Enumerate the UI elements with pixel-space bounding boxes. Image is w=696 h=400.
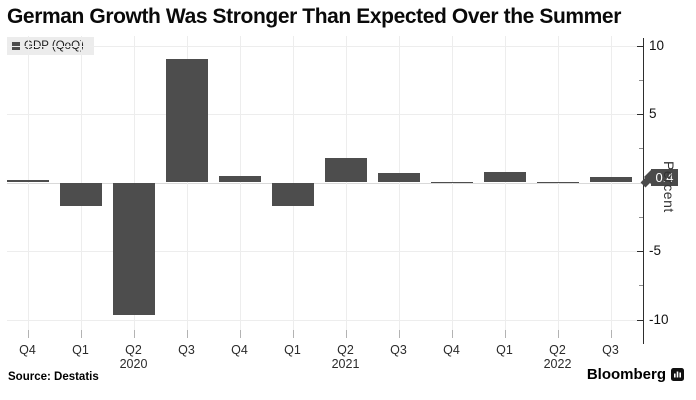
h-gridline-10 xyxy=(7,45,643,47)
x-axis-label: Q3 xyxy=(602,343,619,357)
x-axis-label: Q1 xyxy=(496,343,513,357)
y-axis-minor-tick xyxy=(639,216,643,218)
y-axis-tick-label: 10 xyxy=(649,37,665,53)
v-gridline xyxy=(504,36,506,330)
x-axis-label: Q3 xyxy=(178,343,195,357)
last-value-badge-arrow xyxy=(644,169,652,186)
v-gridline xyxy=(239,36,241,330)
y-axis-tick-label: -5 xyxy=(649,243,662,258)
bloomberg-wordmark: Bloomberg xyxy=(586,366,666,383)
y-axis-tick-label: 5 xyxy=(649,106,657,121)
gdp-bar-Q1-1 xyxy=(59,182,102,206)
last-value-badge: 0.4 xyxy=(651,168,678,186)
x-tick xyxy=(27,330,29,338)
x-axis-year-label: 2021 xyxy=(331,357,360,371)
v-gridline xyxy=(610,36,612,330)
h-gridline-5 xyxy=(7,114,643,115)
x-tick xyxy=(398,330,400,338)
gdp-bar-Q4-8 xyxy=(430,181,473,184)
h-gridline--5 xyxy=(7,251,643,252)
x-tick xyxy=(80,330,82,338)
x-axis-label: Q2 xyxy=(125,343,142,357)
x-axis-year-label: 2020 xyxy=(119,357,148,371)
gdp-bar-Q3-7 xyxy=(377,172,420,183)
v-gridline xyxy=(398,36,400,330)
x-axis-label: Q2 xyxy=(549,343,566,357)
gdp-bar-Q3-11 xyxy=(589,177,632,183)
x-axis-label: Q1 xyxy=(72,343,89,357)
gdp-bar-Q3-3 xyxy=(165,59,208,183)
bloomberg-logo-icon xyxy=(671,368,684,381)
gdp-bar-Q2-2 xyxy=(112,182,155,316)
y-axis-minor-tick xyxy=(639,285,643,287)
x-axis-label: Q4 xyxy=(19,343,36,357)
x-axis-label: Q1 xyxy=(284,343,301,357)
source-credit: Source: Destatis xyxy=(8,371,99,383)
y-axis-tick-label: -10 xyxy=(649,311,669,327)
x-tick xyxy=(133,330,135,338)
chart-title: German Growth Was Stronger Than Expected… xyxy=(7,5,621,28)
y-axis-minor-tick xyxy=(639,79,643,81)
x-axis-year-label: 2022 xyxy=(543,357,572,371)
y-axis-minor-tick xyxy=(639,148,643,150)
gdp-bar-Q4-4 xyxy=(218,175,261,183)
x-axis-label: Q3 xyxy=(390,343,407,357)
y-axis-line xyxy=(643,38,644,344)
gdp-bar-Q1-5 xyxy=(271,182,314,206)
y-axis-title: Percent xyxy=(661,161,677,213)
y-axis-tick xyxy=(637,251,643,252)
y-axis-tick xyxy=(637,319,643,321)
x-tick xyxy=(610,330,612,338)
y-axis-tick xyxy=(637,45,643,47)
v-gridline xyxy=(186,36,188,330)
x-tick xyxy=(451,330,453,338)
bloomberg-brand: Bloomberg xyxy=(587,366,684,383)
y-axis-tick xyxy=(637,114,643,115)
v-gridline xyxy=(345,36,347,330)
gdp-bar-Q2-10 xyxy=(536,181,579,184)
x-axis-label: Q2 xyxy=(337,343,354,357)
h-gridline--10 xyxy=(7,319,643,321)
x-tick xyxy=(557,330,559,338)
h-gridline-0 xyxy=(7,182,643,184)
x-tick xyxy=(345,330,347,338)
gdp-bar-Q4-0 xyxy=(6,179,49,183)
x-tick xyxy=(239,330,241,338)
x-tick xyxy=(186,330,188,338)
x-axis-label: Q4 xyxy=(231,343,248,357)
gdp-bar-Q2-6 xyxy=(324,157,367,183)
gdp-bar-Q1-9 xyxy=(483,171,526,183)
x-tick xyxy=(292,330,294,338)
x-axis-label: Q4 xyxy=(443,343,460,357)
x-tick xyxy=(504,330,506,338)
v-gridline xyxy=(27,36,29,330)
